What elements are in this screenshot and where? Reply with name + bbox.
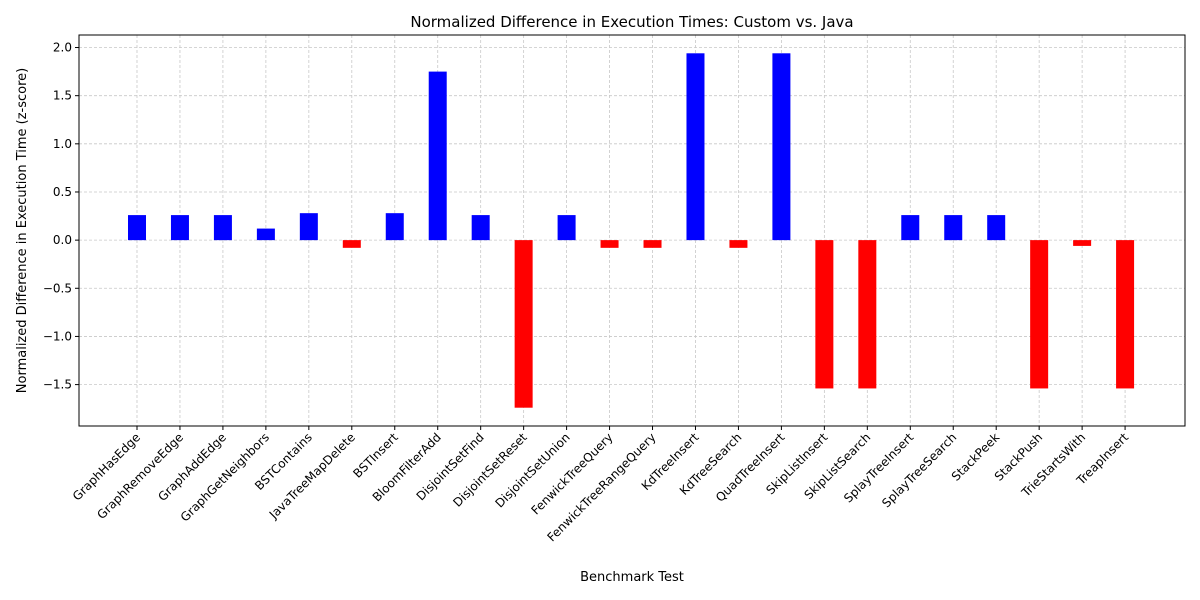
y-tick-label: 1.0 [53,137,72,151]
chart-title: Normalized Difference in Execution Times… [410,13,853,31]
bar-bstinsert [385,213,404,241]
bar-splaytreesearch [944,215,963,241]
bar-disjointsetreset [514,240,533,408]
x-tick-label: DisjointSetReset [450,430,530,510]
bar-disjointsetunion [557,215,576,241]
bar-graphremoveedge [170,215,189,241]
bar-bstcontains [299,213,318,241]
bar-quadtreeinsert [772,53,791,241]
y-tick-label: −1.0 [43,329,72,343]
y-tick-label: −0.5 [43,281,72,295]
bar-bloomfilteradd [428,71,447,241]
bar-skiplistsearch [858,240,877,389]
bar-kdtreeinsert [686,53,705,241]
bar-disjointsetfind [471,215,490,241]
bar-fenwicktreerangequery [643,240,662,248]
bar-triestartswith [1073,240,1092,246]
bar-graphaddedge [213,215,232,241]
y-tick-label: 0.0 [53,233,72,247]
x-axis-ticks: GraphHasEdgeGraphRemoveEdgeGraphAddEdgeG… [70,426,1131,544]
bar-graphgetneighbors [256,228,275,241]
x-axis-label: Benchmark Test [580,570,684,585]
bar-kdtreesearch [729,240,748,248]
y-tick-label: 2.0 [53,41,72,55]
y-axis-ticks: −1.5 −1.0 −0.5 0.0 0.5 1.0 1.5 2.0 [43,41,79,392]
bar-fenwicktreequery [600,240,619,248]
x-tick-label: SplayTreeSearch [879,430,959,510]
bar-treapinsert [1116,240,1135,389]
bar-splaytreeinsert [901,215,920,241]
bar-skiplistinsert [815,240,834,389]
bar-stackpush [1030,240,1049,389]
x-tick-label: FenwickTreeQuery [528,430,615,517]
y-tick-label: 1.5 [53,89,72,103]
y-tick-label: 0.5 [53,185,72,199]
y-axis-label: Normalized Difference in Execution Time … [15,68,30,393]
bar-graphhasedge [128,215,146,241]
y-tick-label: −1.5 [43,378,72,392]
grid [79,35,1185,426]
x-tick-label: JavaTreeMapDelete [266,430,358,522]
bars [128,53,1135,408]
bar-stackpeek [987,215,1006,241]
x-tick-label: DisjointSetUnion [492,430,572,510]
bar-javatreemapdelete [342,240,361,248]
plot-frame [78,34,1186,427]
